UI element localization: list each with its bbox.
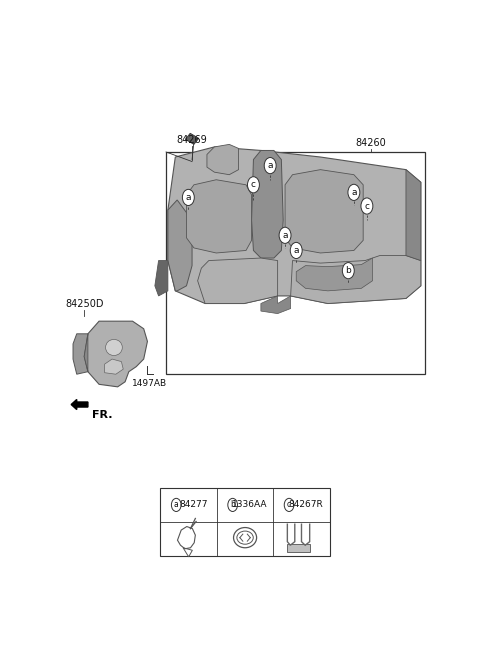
Text: c: c — [251, 180, 256, 190]
Polygon shape — [186, 180, 252, 253]
Text: a: a — [174, 501, 179, 510]
Text: FR.: FR. — [92, 409, 112, 420]
Text: 84260: 84260 — [355, 138, 386, 148]
Text: a: a — [282, 231, 288, 240]
Circle shape — [348, 184, 360, 201]
FancyBboxPatch shape — [287, 544, 311, 552]
Polygon shape — [285, 170, 363, 253]
Polygon shape — [168, 147, 421, 304]
Circle shape — [228, 499, 238, 512]
FancyBboxPatch shape — [160, 488, 330, 556]
Circle shape — [290, 242, 302, 258]
Text: a: a — [267, 161, 273, 170]
Circle shape — [171, 499, 181, 512]
Polygon shape — [198, 258, 277, 304]
Polygon shape — [155, 260, 168, 296]
Text: a: a — [186, 193, 191, 202]
FancyBboxPatch shape — [166, 152, 424, 374]
Text: 1497AB: 1497AB — [132, 379, 167, 388]
Polygon shape — [73, 334, 88, 374]
Circle shape — [182, 190, 194, 205]
Text: b: b — [346, 266, 351, 275]
Polygon shape — [290, 255, 421, 304]
Ellipse shape — [106, 339, 122, 356]
Circle shape — [342, 262, 354, 279]
Circle shape — [279, 227, 291, 243]
Text: a: a — [293, 246, 299, 255]
Circle shape — [248, 176, 259, 193]
Text: 84277: 84277 — [179, 501, 207, 510]
Text: 84269: 84269 — [177, 135, 207, 146]
Text: 84250D: 84250D — [65, 298, 103, 308]
Polygon shape — [168, 200, 192, 291]
Polygon shape — [252, 150, 283, 258]
Polygon shape — [84, 321, 147, 387]
Text: c: c — [364, 201, 370, 211]
Polygon shape — [105, 359, 123, 374]
Text: c: c — [287, 501, 291, 510]
FancyArrow shape — [71, 400, 88, 409]
Circle shape — [361, 198, 373, 214]
Text: 84267R: 84267R — [288, 501, 324, 510]
Polygon shape — [207, 144, 239, 174]
Text: 1336AA: 1336AA — [232, 501, 267, 510]
Circle shape — [284, 499, 294, 512]
Circle shape — [264, 157, 276, 174]
Text: b: b — [230, 501, 235, 510]
Polygon shape — [406, 170, 421, 260]
Polygon shape — [296, 258, 372, 291]
Polygon shape — [84, 334, 88, 372]
Polygon shape — [261, 296, 290, 314]
Polygon shape — [185, 133, 199, 144]
Text: a: a — [351, 188, 357, 197]
